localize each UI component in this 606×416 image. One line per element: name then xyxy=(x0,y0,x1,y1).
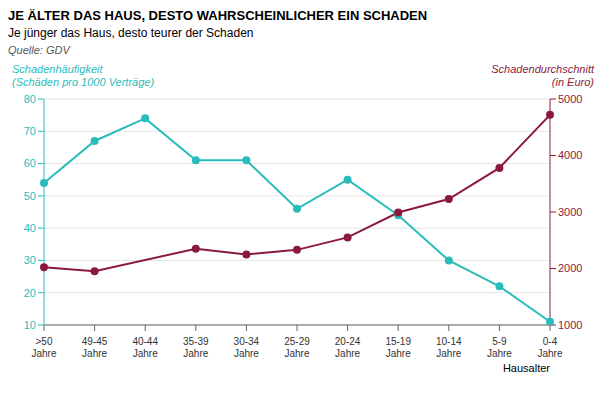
svg-text:4000: 4000 xyxy=(558,149,582,161)
html-text:Schadendurchschnitt (in Euro): Schadendurchschnitt (in Euro) xyxy=(491,63,594,88)
svg-text:1000: 1000 xyxy=(558,319,582,331)
svg-text:20: 20 xyxy=(24,287,36,299)
svg-text:10-14Jahre: 10-14Jahre xyxy=(436,336,462,359)
svg-text:49-45Jahre: 49-45Jahre xyxy=(82,336,108,359)
html-text:Quelle: GDV: Quelle: GDV xyxy=(8,44,70,56)
svg-text:60: 60 xyxy=(24,157,36,169)
svg-text:35-39Jahre: 35-39Jahre xyxy=(183,336,209,359)
svg-text:80: 80 xyxy=(24,93,36,105)
svg-text:15-19Jahre: 15-19Jahre xyxy=(385,336,411,359)
html-text:Schadenhäufigkeit (Schäden pro: Schadenhäufigkeit (Schäden pro 1000 Vert… xyxy=(12,63,155,88)
svg-text:20-24Jahre: 20-24Jahre xyxy=(335,336,361,359)
html-text:Hausalter: Hausalter xyxy=(502,362,550,374)
svg-text:30-34Jahre: 30-34Jahre xyxy=(234,336,260,359)
svg-text:2000: 2000 xyxy=(558,262,582,274)
svg-text:25-29Jahre: 25-29Jahre xyxy=(284,336,310,359)
svg-text:40: 40 xyxy=(24,222,36,234)
svg-text:5-9Jahre: 5-9Jahre xyxy=(487,336,512,359)
svg-text:30: 30 xyxy=(24,254,36,266)
svg-text:50: 50 xyxy=(24,190,36,202)
svg-text:3000: 3000 xyxy=(558,206,582,218)
svg-text:70: 70 xyxy=(24,125,36,137)
svg-text:>50Jahre: >50Jahre xyxy=(31,336,56,359)
html-text:JE ÄLTER DAS HAUS, DESTO WAHRS: JE ÄLTER DAS HAUS, DESTO WAHRSCHEINLICHE… xyxy=(8,8,428,23)
svg-text:0-4Jahre: 0-4Jahre xyxy=(537,336,562,359)
svg-text:5000: 5000 xyxy=(558,93,582,105)
svg-text:40-44Jahre: 40-44Jahre xyxy=(132,336,158,359)
svg-text:10: 10 xyxy=(24,319,36,331)
html-text:Je jünger das Haus, desto teur: Je jünger das Haus, desto teurer der Sch… xyxy=(8,26,254,40)
